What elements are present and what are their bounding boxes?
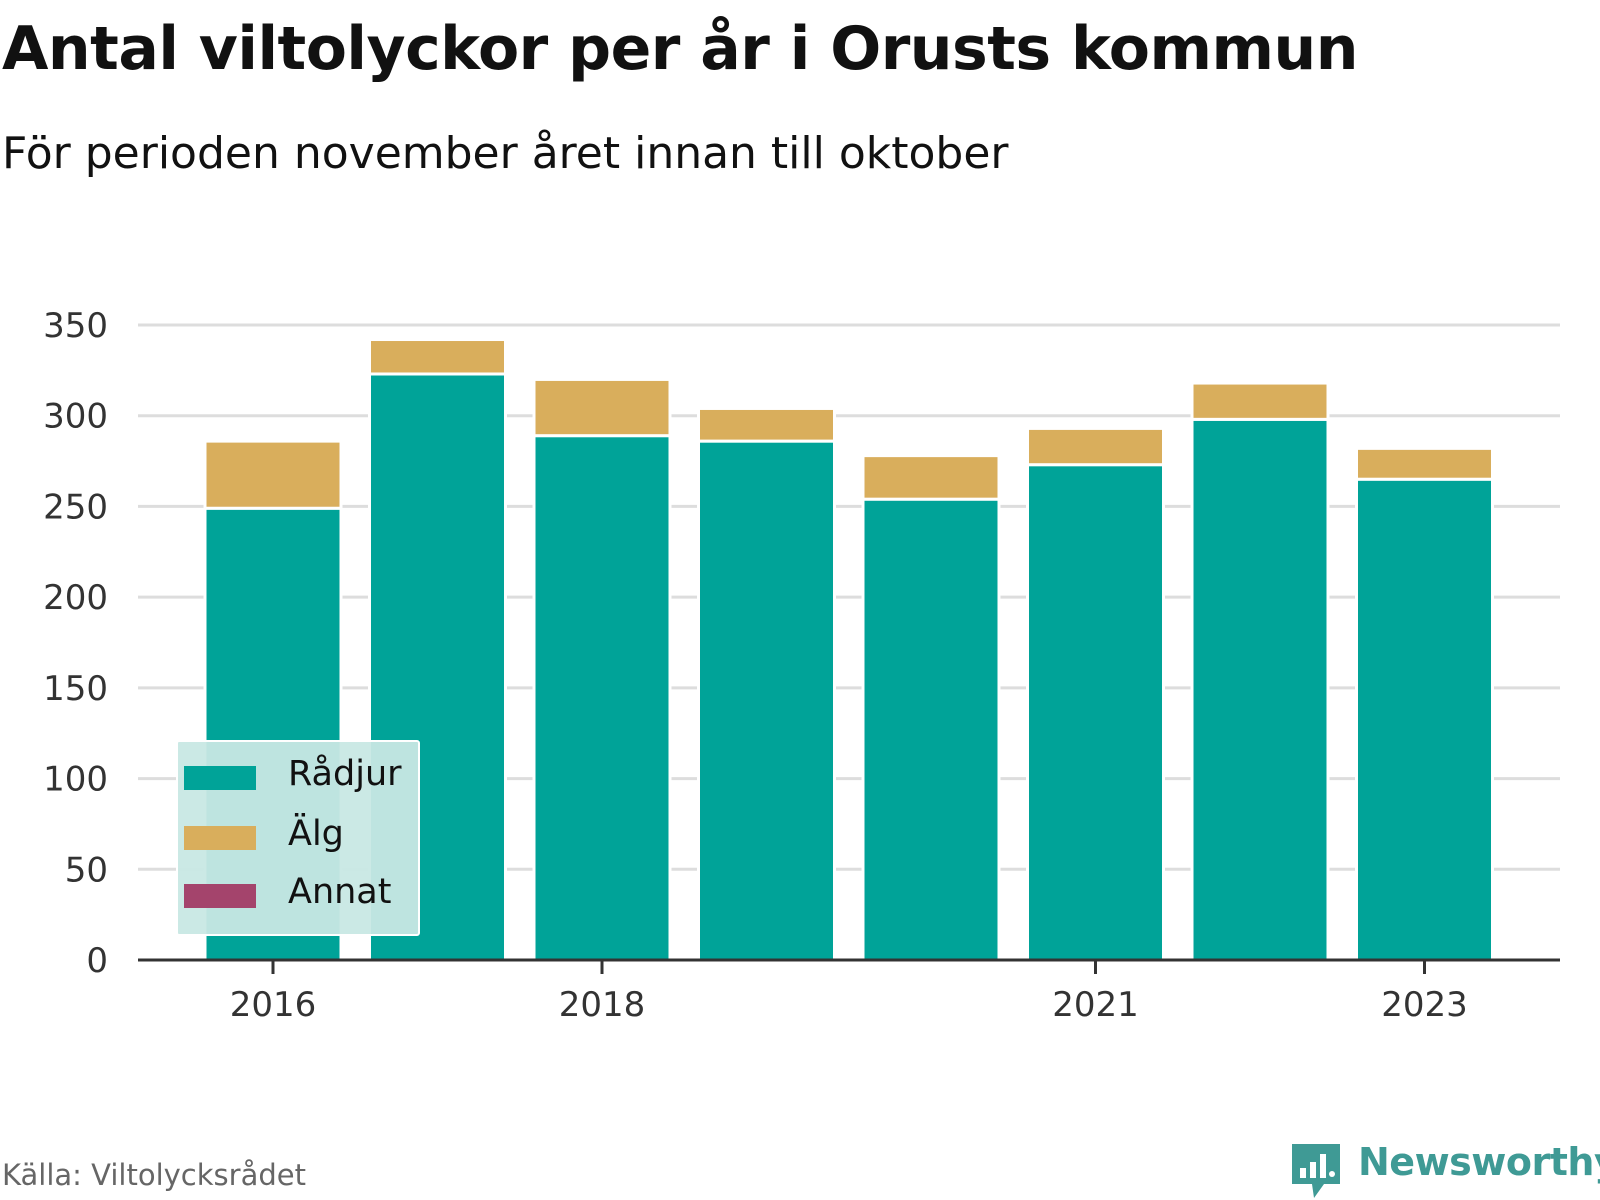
bar-segment-2021-1 (1026, 426, 1165, 467)
legend-label-alg: Älg (288, 814, 344, 854)
bar-chart: 0 50 100 150 200 250 300 350 2016 2018 2021 2023 (43, 306, 1560, 1025)
source-note: Källa: Viltolycksrådet (2, 1158, 306, 1192)
bar-segment-2016-1 (203, 439, 343, 510)
y-tick-label: 100 (43, 760, 108, 800)
x-tick-label: 2018 (559, 985, 646, 1025)
y-tick-label: 50 (65, 850, 108, 890)
bar-segment-2020-0 (861, 497, 1001, 962)
x-tick-label: 2016 (230, 985, 317, 1025)
x-tick-label: 2021 (1052, 985, 1139, 1025)
y-tick-label: 150 (43, 669, 108, 709)
y-axis-ticks: 0 50 100 150 200 250 300 350 (43, 306, 108, 981)
bar-segment-2018-0 (532, 434, 672, 962)
brand-logo: Newsworthy (1290, 1140, 1600, 1200)
y-tick-label: 350 (43, 306, 108, 346)
brand-name: Newsworthy (1358, 1140, 1600, 1184)
chart-title: Antal viltolyckor per år i Orusts kommun (2, 14, 1359, 84)
x-axis: 2016 2018 2021 2023 (138, 958, 1560, 1025)
bar-segment-2023-1 (1355, 446, 1494, 481)
legend-item-alg: Älg (180, 810, 416, 866)
legend-swatch-alg (184, 826, 256, 850)
legend: Rådjur Älg Annat (176, 740, 420, 936)
y-tick-label: 300 (43, 397, 108, 437)
y-tick-label: 0 (86, 941, 108, 981)
y-tick-label: 250 (43, 487, 108, 527)
y-tick-label: 200 (43, 578, 108, 618)
legend-item-radjur: Rådjur (180, 750, 416, 806)
newsworthy-logo-icon (1292, 1144, 1340, 1198)
legend-swatch-annat (184, 884, 256, 908)
bar-segment-2019-0 (697, 439, 836, 962)
bar-segment-2020-1 (861, 454, 1001, 501)
bar-segment-2019-1 (697, 406, 836, 443)
bar-segment-2023-0 (1355, 477, 1494, 962)
bar-segment-2018-1 (532, 377, 672, 438)
legend-item-annat: Annat (180, 868, 416, 924)
legend-swatch-radjur (184, 766, 256, 790)
chart-subtitle: För perioden november året innan till ok… (2, 128, 1009, 179)
bar-segment-2022-0 (1190, 417, 1330, 962)
legend-label-annat: Annat (288, 872, 392, 912)
bar-segment-2021-0 (1026, 463, 1165, 962)
legend-label-radjur: Rådjur (288, 754, 402, 794)
x-tick-label: 2023 (1381, 985, 1468, 1025)
bar-segment-2022-1 (1190, 381, 1330, 421)
bar-segment-2017-1 (368, 338, 507, 376)
